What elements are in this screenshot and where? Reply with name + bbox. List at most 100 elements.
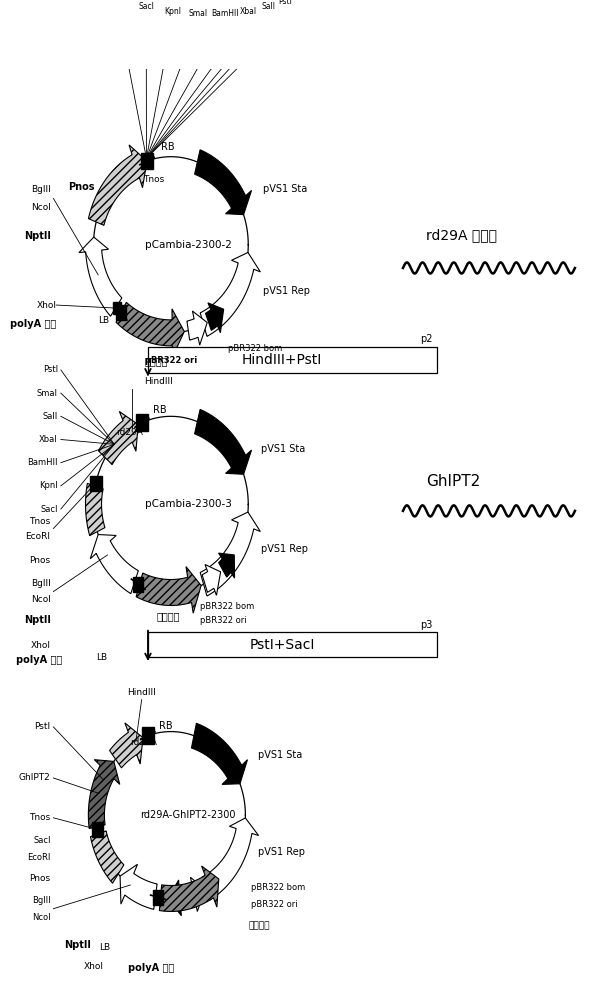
Polygon shape bbox=[120, 864, 157, 909]
Polygon shape bbox=[187, 877, 205, 912]
Text: RB: RB bbox=[161, 142, 175, 152]
Text: HindIII+PstI: HindIII+PstI bbox=[242, 353, 322, 367]
Text: pBR322 ori: pBR322 ori bbox=[199, 616, 246, 625]
Text: HindIII: HindIII bbox=[127, 688, 156, 697]
Bar bbox=[148, 347, 438, 373]
Text: 卡那霍素: 卡那霍素 bbox=[145, 356, 169, 366]
Text: EcoRI: EcoRI bbox=[106, 0, 127, 2]
Polygon shape bbox=[187, 311, 207, 345]
Polygon shape bbox=[88, 145, 147, 225]
Bar bbox=[113, 302, 121, 314]
Text: LB: LB bbox=[98, 316, 109, 325]
Text: polyA 信号: polyA 信号 bbox=[128, 963, 174, 973]
Text: p2: p2 bbox=[420, 334, 433, 344]
Polygon shape bbox=[194, 150, 252, 215]
Text: SmaI: SmaI bbox=[189, 9, 208, 18]
Polygon shape bbox=[202, 818, 259, 900]
Text: HindIII: HindIII bbox=[290, 0, 315, 2]
Polygon shape bbox=[169, 880, 189, 916]
Text: pBR322 bom: pBR322 bom bbox=[228, 344, 282, 353]
Text: Tnos: Tnos bbox=[29, 813, 51, 822]
Text: BamHII: BamHII bbox=[211, 9, 239, 18]
Text: rd29A 启动子: rd29A 启动子 bbox=[426, 229, 497, 243]
Text: RB: RB bbox=[154, 405, 167, 415]
Text: Tnos: Tnos bbox=[29, 517, 51, 526]
Text: SacI: SacI bbox=[33, 836, 51, 845]
Text: rd29A: rd29A bbox=[129, 738, 157, 747]
Text: pVS1 Rep: pVS1 Rep bbox=[261, 544, 308, 554]
Text: XhoI: XhoI bbox=[31, 641, 51, 650]
Text: GhIPT2: GhIPT2 bbox=[426, 474, 480, 489]
Text: KpnI: KpnI bbox=[164, 7, 181, 16]
Text: polyA 信号: polyA 信号 bbox=[16, 655, 62, 665]
Text: pVS1 Sta: pVS1 Sta bbox=[261, 444, 305, 454]
Text: Pnos: Pnos bbox=[29, 556, 51, 565]
Text: GhIPT2: GhIPT2 bbox=[19, 773, 51, 782]
Polygon shape bbox=[90, 831, 124, 883]
Text: XhoI: XhoI bbox=[36, 301, 56, 310]
Text: pBR322 ori: pBR322 ori bbox=[144, 356, 197, 365]
Text: pVS1 Rep: pVS1 Rep bbox=[258, 847, 305, 857]
Text: KpnI: KpnI bbox=[39, 481, 58, 490]
Polygon shape bbox=[160, 866, 219, 911]
Polygon shape bbox=[110, 723, 143, 768]
Text: p3: p3 bbox=[420, 620, 433, 630]
Text: NptII: NptII bbox=[23, 231, 51, 241]
Text: PstI: PstI bbox=[34, 722, 51, 731]
Text: BamHII: BamHII bbox=[28, 458, 58, 467]
Text: rd29A-GhIPT2-2300: rd29A-GhIPT2-2300 bbox=[140, 810, 236, 820]
Polygon shape bbox=[99, 411, 138, 465]
Text: pBR322 ori: pBR322 ori bbox=[251, 900, 298, 909]
Text: NcoI: NcoI bbox=[31, 595, 51, 604]
Text: PstI: PstI bbox=[279, 0, 293, 6]
Text: Tnos: Tnos bbox=[143, 175, 165, 184]
Text: pVS1 Sta: pVS1 Sta bbox=[258, 750, 302, 760]
Text: 卡那霍素: 卡那霍素 bbox=[248, 922, 270, 931]
Text: LB: LB bbox=[99, 943, 111, 952]
Bar bbox=[92, 822, 104, 837]
Bar bbox=[90, 476, 102, 491]
Text: BglII: BglII bbox=[31, 185, 51, 194]
Text: NcoI: NcoI bbox=[32, 913, 51, 922]
Text: XbaI: XbaI bbox=[240, 7, 257, 16]
Text: pCambia-2300-3: pCambia-2300-3 bbox=[144, 499, 232, 509]
Text: 卡那霍素: 卡那霍素 bbox=[157, 611, 180, 621]
Text: Pnos: Pnos bbox=[68, 182, 95, 192]
Polygon shape bbox=[200, 252, 260, 336]
Text: rd29A: rd29A bbox=[116, 428, 143, 437]
Bar bbox=[153, 890, 163, 905]
Text: XbaI: XbaI bbox=[39, 435, 58, 444]
Text: SalI: SalI bbox=[261, 2, 275, 11]
Polygon shape bbox=[194, 409, 252, 474]
Bar bbox=[116, 305, 126, 320]
Text: polyA 信号: polyA 信号 bbox=[10, 319, 56, 329]
Text: Pnos: Pnos bbox=[29, 874, 51, 883]
Text: NptII: NptII bbox=[64, 940, 91, 950]
Polygon shape bbox=[200, 512, 260, 596]
Polygon shape bbox=[85, 483, 105, 536]
Polygon shape bbox=[116, 302, 184, 357]
Bar bbox=[133, 577, 143, 592]
Text: NcoI: NcoI bbox=[31, 203, 51, 212]
Text: pBR322 bom: pBR322 bom bbox=[251, 883, 305, 892]
Text: EcoRI: EcoRI bbox=[27, 853, 51, 862]
Polygon shape bbox=[202, 564, 220, 595]
Text: pBR322 bom: pBR322 bom bbox=[199, 602, 254, 611]
Text: RB: RB bbox=[160, 721, 173, 731]
Text: LB: LB bbox=[96, 653, 108, 662]
Bar bbox=[141, 727, 154, 744]
Text: SmaI: SmaI bbox=[37, 389, 58, 398]
Text: NptII: NptII bbox=[23, 615, 51, 625]
Text: SacI: SacI bbox=[138, 2, 154, 11]
Polygon shape bbox=[205, 303, 224, 333]
Text: pVS1 Sta: pVS1 Sta bbox=[262, 184, 307, 194]
Polygon shape bbox=[219, 553, 235, 578]
Text: SacI: SacI bbox=[40, 505, 58, 514]
Text: BglII: BglII bbox=[32, 896, 51, 905]
Polygon shape bbox=[136, 567, 201, 613]
Text: XhoI: XhoI bbox=[84, 962, 104, 971]
Text: HindIII: HindIII bbox=[144, 377, 172, 386]
Bar bbox=[141, 153, 154, 169]
Bar bbox=[148, 632, 438, 657]
Text: EcoRI: EcoRI bbox=[25, 532, 51, 541]
